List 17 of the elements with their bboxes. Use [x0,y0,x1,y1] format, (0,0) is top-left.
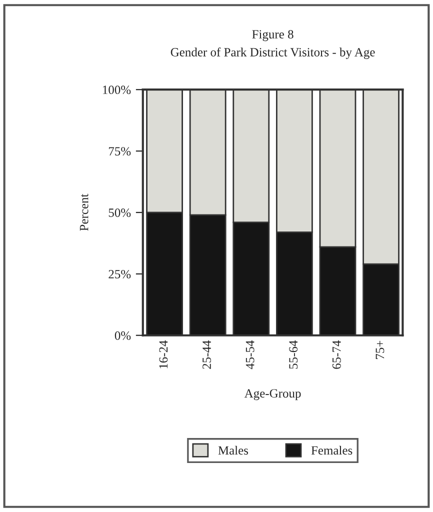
chart-subtitle: Gender of Park District Visitors - by Age [170,48,375,60]
x-tick-label: 55-64 [289,340,298,369]
x-tick-label: 25-44 [202,340,211,369]
y-axis-title: Percent [80,194,88,231]
y-tick-label: 25% [108,270,131,278]
y-tick-label: 50% [108,208,131,217]
y-tick-label: 100% [103,86,131,94]
y-tick-label: 0% [114,331,131,340]
x-axis-title: Age-Group [244,389,301,400]
y-tick-label: 75% [108,147,131,156]
x-tick-label: 16-24 [159,340,168,368]
x-tick-label: 45-54 [246,340,254,370]
chart-title: Figure 8 [252,30,294,42]
x-tick-label: 65-74 [332,340,341,369]
x-tick-label: 75+ [376,340,384,359]
legend-label: Males [218,446,248,455]
legend-label: Females [311,446,352,455]
